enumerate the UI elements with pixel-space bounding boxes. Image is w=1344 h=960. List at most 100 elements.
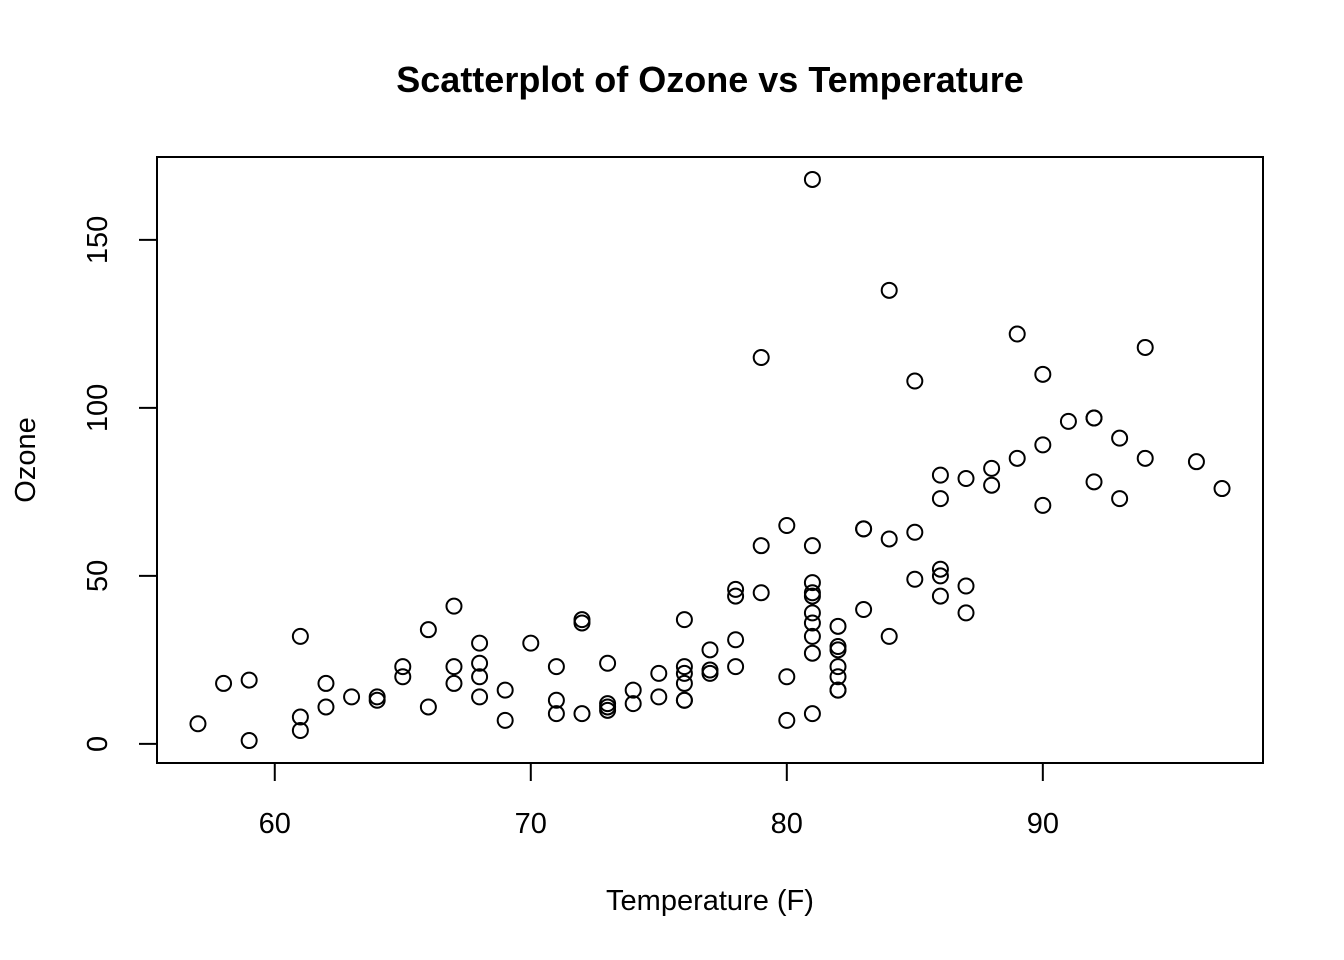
scatter-point bbox=[931, 587, 949, 605]
plot-frame bbox=[156, 156, 1264, 764]
scatter-point bbox=[445, 674, 463, 692]
scatter-point bbox=[522, 634, 540, 652]
scatter-point bbox=[803, 170, 821, 188]
scatter-point bbox=[778, 668, 796, 686]
scatter-point bbox=[880, 530, 898, 548]
x-tick-label: 90 bbox=[1027, 808, 1059, 840]
scatter-point bbox=[727, 580, 745, 598]
scatter-point bbox=[752, 537, 770, 555]
scatter-point bbox=[752, 584, 770, 602]
scatter-point bbox=[215, 674, 233, 692]
scatter-point bbox=[573, 614, 591, 632]
y-tick-label: 0 bbox=[82, 736, 114, 752]
scatter-point bbox=[1059, 412, 1077, 430]
scatter-point bbox=[624, 681, 642, 699]
scatter-point bbox=[291, 721, 309, 739]
scatter-point bbox=[675, 674, 693, 692]
scatter-point bbox=[983, 459, 1001, 477]
scatter-point bbox=[317, 674, 335, 692]
x-axis: 60 70 80 90 bbox=[259, 762, 1059, 840]
scatter-point bbox=[1008, 449, 1026, 467]
scatter-point bbox=[1136, 449, 1154, 467]
scatter-point bbox=[855, 601, 873, 619]
scatter-point bbox=[803, 705, 821, 723]
scatter-point bbox=[599, 698, 617, 716]
scatter-point bbox=[675, 611, 693, 629]
scatter-point bbox=[701, 664, 719, 682]
scatter-point bbox=[240, 732, 258, 750]
scatter-point bbox=[803, 537, 821, 555]
scatter-point bbox=[880, 627, 898, 645]
chart-title: Scatterplot of Ozone vs Temperature bbox=[396, 59, 1023, 100]
scatter-point bbox=[931, 466, 949, 484]
x-tick-label: 60 bbox=[259, 808, 291, 840]
scatter-point bbox=[829, 641, 847, 659]
scatter-point bbox=[573, 705, 591, 723]
scatter-point bbox=[189, 715, 207, 733]
scatter-point bbox=[471, 688, 489, 706]
scatter-point bbox=[803, 627, 821, 645]
y-axis-label: Ozone bbox=[10, 417, 42, 502]
scatter-point bbox=[727, 658, 745, 676]
scatter-point bbox=[957, 577, 975, 595]
scatter-point bbox=[368, 688, 386, 706]
scatter-point bbox=[752, 349, 770, 367]
scatter-point bbox=[343, 688, 361, 706]
scatter-point bbox=[829, 681, 847, 699]
scatter-point bbox=[803, 587, 821, 605]
x-axis-label: Temperature (F) bbox=[606, 885, 814, 917]
scatter-point bbox=[906, 570, 924, 588]
scatter-point bbox=[394, 668, 412, 686]
scatter-point bbox=[1213, 480, 1231, 498]
scatter-point bbox=[931, 490, 949, 508]
scatter-point bbox=[291, 708, 309, 726]
scatter-point bbox=[803, 644, 821, 662]
scatter-point bbox=[471, 654, 489, 672]
scatter-point bbox=[1111, 490, 1129, 508]
scatter-point bbox=[650, 664, 668, 682]
scatter-point bbox=[1034, 436, 1052, 454]
scatter-point bbox=[394, 658, 412, 676]
scatter-point bbox=[957, 469, 975, 487]
scatter-point bbox=[1136, 338, 1154, 356]
scatter-point bbox=[855, 520, 873, 538]
scatter-point bbox=[675, 664, 693, 682]
scatter-point bbox=[675, 691, 693, 709]
scatter-point bbox=[957, 604, 975, 622]
scatter-point bbox=[701, 641, 719, 659]
x-tick-label: 70 bbox=[515, 808, 547, 840]
scatter-point bbox=[573, 611, 591, 629]
y-axis: 0 50 100 150 bbox=[82, 216, 158, 752]
scatter-point bbox=[547, 691, 565, 709]
scatter-point bbox=[445, 658, 463, 676]
scatter-point bbox=[906, 523, 924, 541]
scatter-point bbox=[727, 587, 745, 605]
scatter-point bbox=[1034, 365, 1052, 383]
scatter-point bbox=[419, 621, 437, 639]
scatter-point bbox=[906, 372, 924, 390]
scatter-point bbox=[1085, 473, 1103, 491]
scatter-point bbox=[599, 654, 617, 672]
scatter-point bbox=[880, 281, 898, 299]
scatter-point bbox=[650, 688, 668, 706]
scatter-point bbox=[778, 517, 796, 535]
scatter-point bbox=[829, 658, 847, 676]
scatter-point bbox=[1008, 325, 1026, 343]
scatter-point bbox=[1034, 496, 1052, 514]
scatter-point bbox=[496, 711, 514, 729]
scatter-point bbox=[368, 691, 386, 709]
scatter-point bbox=[675, 658, 693, 676]
scatter-point bbox=[803, 574, 821, 592]
y-tick-label: 150 bbox=[82, 216, 114, 264]
scatter-point bbox=[317, 698, 335, 716]
scatter-point bbox=[701, 661, 719, 679]
scatter-point bbox=[829, 668, 847, 686]
scatter-point bbox=[547, 658, 565, 676]
scatter-point bbox=[624, 695, 642, 713]
scatter-point bbox=[547, 705, 565, 723]
scatter-point bbox=[496, 681, 514, 699]
scatter-point bbox=[471, 634, 489, 652]
scatter-point bbox=[1187, 453, 1205, 471]
data-points bbox=[189, 170, 1231, 750]
